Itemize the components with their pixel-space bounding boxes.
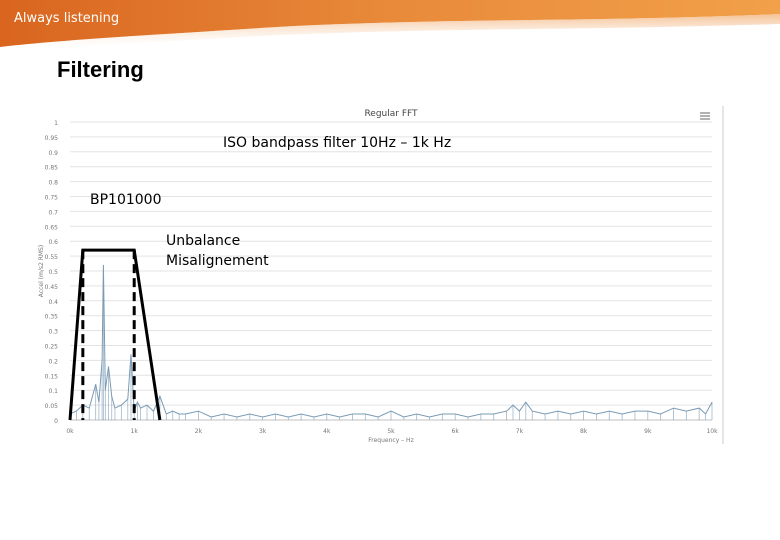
fault-annotations: Unbalance Misalignement xyxy=(166,231,269,271)
y-tick-label: 0.65 xyxy=(45,224,59,231)
y-tick-label: 0.1 xyxy=(48,388,58,395)
x-tick-label: 0k xyxy=(66,428,74,435)
y-tick-label: 0.3 xyxy=(48,329,58,336)
y-tick-label: 0.7 xyxy=(48,209,58,216)
x-tick-label: 5k xyxy=(387,428,395,435)
y-tick-label: 0.95 xyxy=(45,135,59,142)
slide-title: Filtering xyxy=(57,57,144,82)
x-tick-label: 9k xyxy=(644,428,652,435)
y-tick-label: 0.6 xyxy=(48,239,58,246)
y-tick-label: 0.75 xyxy=(45,195,59,202)
fft-chart: 0 0.05 0.1 0.15 0.2 0.25 0.3 0.35 0.4 0.45 0.5 0.55… xyxy=(32,106,724,444)
y-tick-label: 0.45 xyxy=(45,284,59,291)
bandpass-filter-shape xyxy=(68,248,162,421)
x-tick-label: 6k xyxy=(452,428,460,435)
y-tick-label: 0.55 xyxy=(45,254,59,261)
filter-model-annotation: BP101000 xyxy=(90,192,162,208)
x-tick-label: 2k xyxy=(195,428,203,435)
y-tick-label: 0.2 xyxy=(48,358,58,365)
x-axis-label: Frequency – Hz xyxy=(368,437,413,444)
x-tick-label: 8k xyxy=(580,428,588,435)
fault-annotation-misalignment: Misalignement xyxy=(166,253,269,269)
y-tick-label: 0.9 xyxy=(48,150,58,157)
y-axis-label: Accel (m/s2 RMS) xyxy=(38,245,45,297)
x-tick-label: 10k xyxy=(706,428,718,435)
y-tick-label: 0.15 xyxy=(45,373,59,380)
y-tick-label: 0.4 xyxy=(48,299,58,306)
filter-annotation: ISO bandpass filter 10Hz – 1k Hz xyxy=(223,135,452,151)
y-tick-label: 1 xyxy=(54,120,58,127)
y-tick-label: 0.85 xyxy=(45,165,59,172)
header-banner: Always listening xyxy=(0,0,780,52)
y-tick-label: 0.05 xyxy=(45,403,59,410)
series-line xyxy=(69,264,713,418)
y-tick-label: 0.35 xyxy=(45,314,59,321)
tagline: Always listening xyxy=(14,11,120,26)
x-tick-label: 3k xyxy=(259,428,267,435)
y-tick-label: 0.5 xyxy=(48,269,58,276)
fft-chart-svg: 0 0.05 0.1 0.15 0.2 0.25 0.3 0.35 0.4 0.45 0.5 0.55… xyxy=(38,109,718,444)
fault-annotation-unbalance: Unbalance xyxy=(166,233,241,249)
chart-title: Regular FFT xyxy=(364,109,418,119)
y-tick-label: 0.25 xyxy=(45,344,59,351)
x-tick-label: 7k xyxy=(516,428,524,435)
x-tick-label: 4k xyxy=(323,428,331,435)
banner-wave xyxy=(0,0,780,52)
x-tick-label: 1k xyxy=(131,428,139,435)
y-tick-label: 0 xyxy=(54,418,58,425)
y-tick-label: 0.8 xyxy=(48,180,58,187)
